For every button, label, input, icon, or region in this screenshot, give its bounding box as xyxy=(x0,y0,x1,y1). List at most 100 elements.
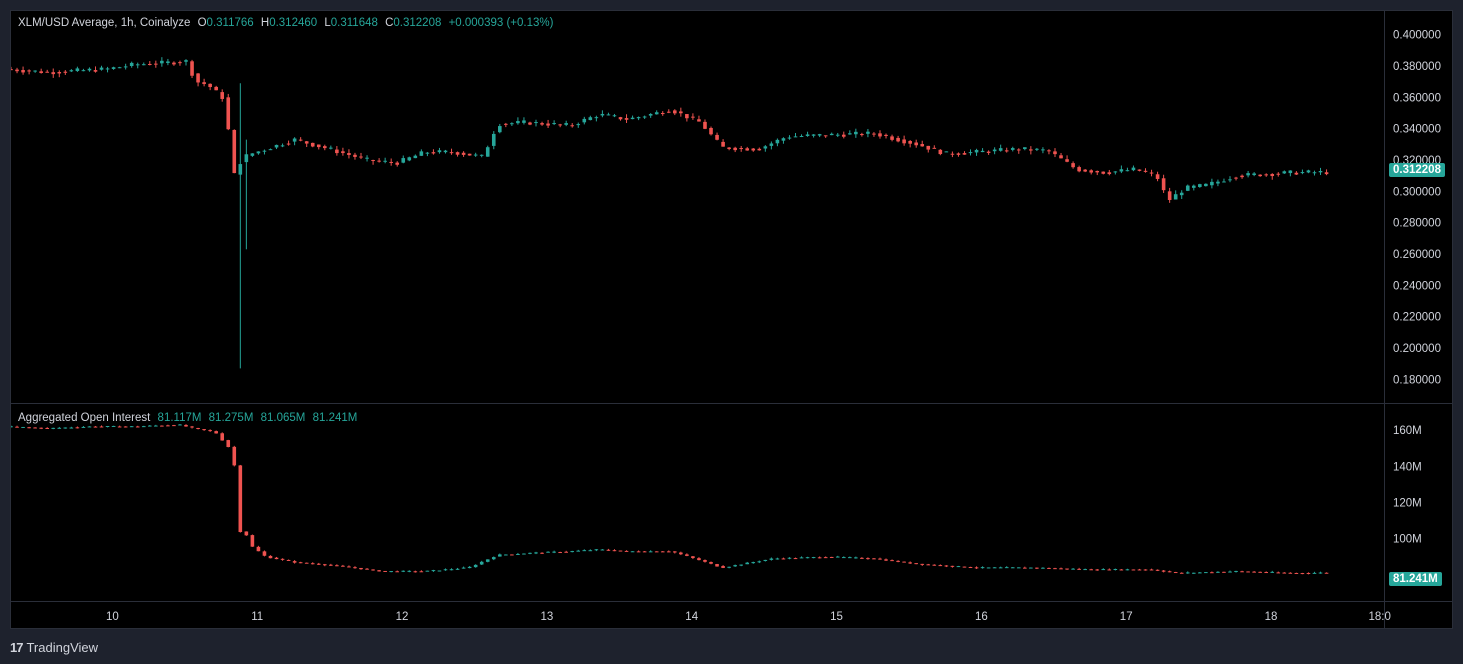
oi-candle xyxy=(636,551,641,553)
price-candle xyxy=(715,134,719,140)
price-legend: XLM/USD Average, 1h, Coinalyze O0.311766… xyxy=(18,17,557,29)
price-candle xyxy=(1173,194,1178,200)
oi-candle xyxy=(890,560,894,562)
price-candle xyxy=(1029,149,1033,151)
oi-candle xyxy=(920,563,925,565)
price-candle xyxy=(1264,174,1269,176)
oi-candle xyxy=(141,426,146,428)
price-candle xyxy=(1107,172,1112,175)
price-candle xyxy=(1288,170,1293,174)
price-candle xyxy=(129,62,134,66)
oi-value-1: 81.117M xyxy=(157,412,202,424)
price-axis-tick: 0.300000 xyxy=(1393,186,1441,198)
oi-candle xyxy=(178,424,182,426)
oi-candle xyxy=(431,570,436,572)
oi-candle xyxy=(582,550,587,552)
price-candle xyxy=(353,154,357,157)
price-candle xyxy=(926,145,931,150)
oi-candle xyxy=(944,565,949,567)
price-candle xyxy=(534,122,538,124)
price-candle xyxy=(992,149,997,152)
price-candle xyxy=(202,82,206,85)
time-axis-tick: 18:0 xyxy=(1368,611,1390,623)
time-axis-tick: 18 xyxy=(1265,611,1278,623)
oi-candle xyxy=(1318,572,1323,574)
price-candle xyxy=(944,151,949,153)
price-candle xyxy=(1143,170,1148,172)
price-candle xyxy=(890,136,894,140)
price-candle xyxy=(1149,172,1154,174)
oi-candle xyxy=(884,559,888,561)
oi-candle xyxy=(1131,569,1136,571)
oi-candle xyxy=(564,551,568,553)
brand-label[interactable]: TradingView xyxy=(26,639,99,655)
price-candle xyxy=(316,144,321,148)
oi-candle xyxy=(654,551,659,553)
oi-candle xyxy=(558,552,562,554)
oi-candle xyxy=(389,571,393,573)
price-candle xyxy=(1035,148,1039,150)
price-candle xyxy=(1191,185,1196,188)
price-candle xyxy=(986,151,991,153)
price-candle xyxy=(1059,155,1063,159)
oi-candle xyxy=(854,557,858,559)
price-candle xyxy=(220,92,225,99)
price-candle xyxy=(528,122,532,125)
oi-candle xyxy=(1324,572,1329,574)
oi-candle xyxy=(232,446,237,466)
oi-candle xyxy=(896,560,900,562)
price-candle xyxy=(123,66,128,68)
oi-candle xyxy=(751,562,756,564)
price-candle xyxy=(39,71,43,73)
oi-candle xyxy=(413,571,418,573)
oi-candle xyxy=(516,553,520,555)
price-candle xyxy=(1276,173,1281,175)
price-candle xyxy=(793,136,798,138)
price-candle xyxy=(938,149,943,155)
price-candle xyxy=(160,60,164,64)
oi-candle xyxy=(1173,572,1178,574)
oi-candle xyxy=(1029,567,1033,569)
time-axis-tick: 13 xyxy=(540,611,553,623)
oi-candle xyxy=(93,426,98,428)
price-candle xyxy=(208,83,212,88)
oi-candle xyxy=(697,558,701,561)
oi-candle xyxy=(914,563,918,565)
price-candle xyxy=(455,152,460,155)
oi-legend: Aggregated Open Interest 81.117M 81.275M… xyxy=(18,412,361,424)
price-candle xyxy=(1216,181,1220,184)
oi-axis-tick: 140M xyxy=(1393,461,1422,473)
oi-candle xyxy=(775,558,780,560)
oi-value-2: 81.275M xyxy=(208,412,254,424)
price-candle xyxy=(733,147,737,151)
oi-candle xyxy=(1179,572,1184,574)
oi-candle xyxy=(377,570,381,572)
chart-canvas[interactable]: 0.4000000.3800000.3600000.3400000.320000… xyxy=(11,11,1452,628)
price-candle xyxy=(691,116,695,118)
price-candle xyxy=(147,63,152,65)
price-candle xyxy=(751,148,756,151)
price-candle xyxy=(425,152,430,154)
oi-candle xyxy=(371,569,375,571)
price-candle xyxy=(974,149,979,153)
tradingview-logo-icon[interactable]: 17 xyxy=(10,639,24,655)
oi-candle xyxy=(419,571,424,573)
oi-candle xyxy=(811,557,816,559)
oi-candle xyxy=(172,425,176,427)
last-oi-tag: 81.241M xyxy=(1389,572,1442,586)
oi-candle xyxy=(425,570,430,572)
price-candle xyxy=(630,117,635,120)
price-candle xyxy=(1204,183,1208,187)
time-axis-tick: 14 xyxy=(685,611,698,623)
price-candle xyxy=(552,123,556,125)
oi-candle xyxy=(980,567,985,569)
price-candle xyxy=(570,125,575,127)
oi-candle xyxy=(624,550,629,552)
price-candle xyxy=(226,97,231,130)
price-candle xyxy=(1240,175,1244,178)
oi-candle xyxy=(395,571,400,573)
oi-candle xyxy=(793,558,798,560)
oi-candle xyxy=(841,557,846,559)
price-candle xyxy=(727,147,731,149)
oi-candle xyxy=(878,558,882,560)
